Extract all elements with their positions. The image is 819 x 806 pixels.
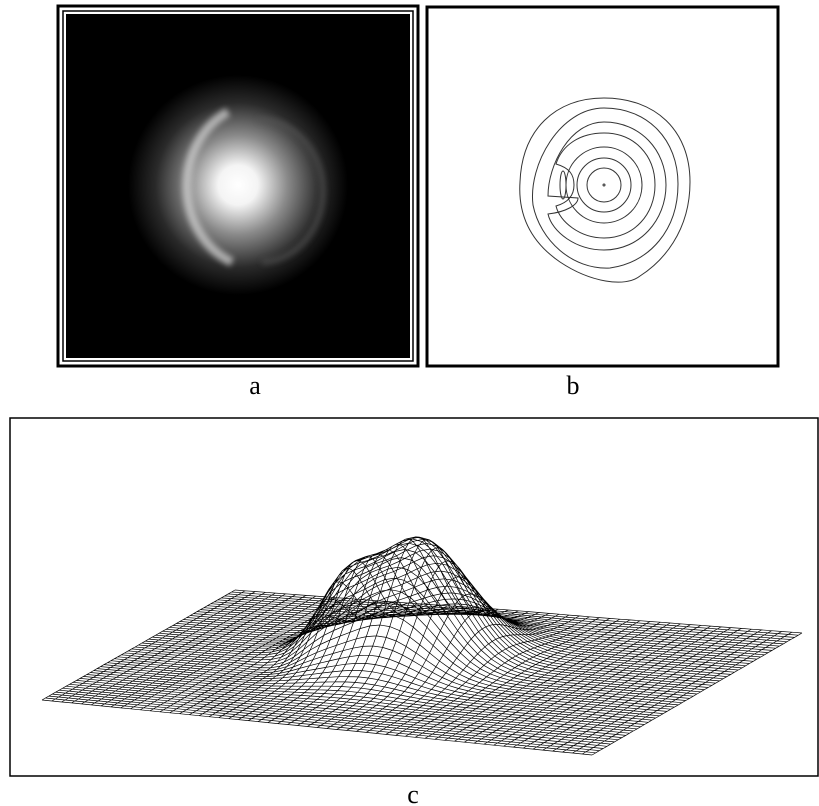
panel-b <box>425 5 780 368</box>
mesh-lines <box>41 536 803 756</box>
intensity-ring <box>257 117 326 265</box>
panel-frame <box>9 417 819 777</box>
panel-frame-inner <box>62 10 414 362</box>
contour <box>586 167 622 203</box>
surface-mesh <box>41 536 803 756</box>
panel-label: b <box>567 371 580 400</box>
contour <box>559 170 567 200</box>
intensity-crescent <box>182 108 234 267</box>
intensity-glow <box>128 75 348 295</box>
panel-label: c <box>407 780 419 806</box>
contour <box>602 183 606 187</box>
panel-frame <box>425 5 780 368</box>
contour <box>565 146 643 224</box>
contour <box>555 132 656 239</box>
panel-a <box>56 4 420 368</box>
contour <box>576 157 632 213</box>
contour <box>547 121 667 251</box>
panel-label: a <box>249 371 261 400</box>
contour <box>531 107 679 269</box>
contour <box>519 97 691 283</box>
